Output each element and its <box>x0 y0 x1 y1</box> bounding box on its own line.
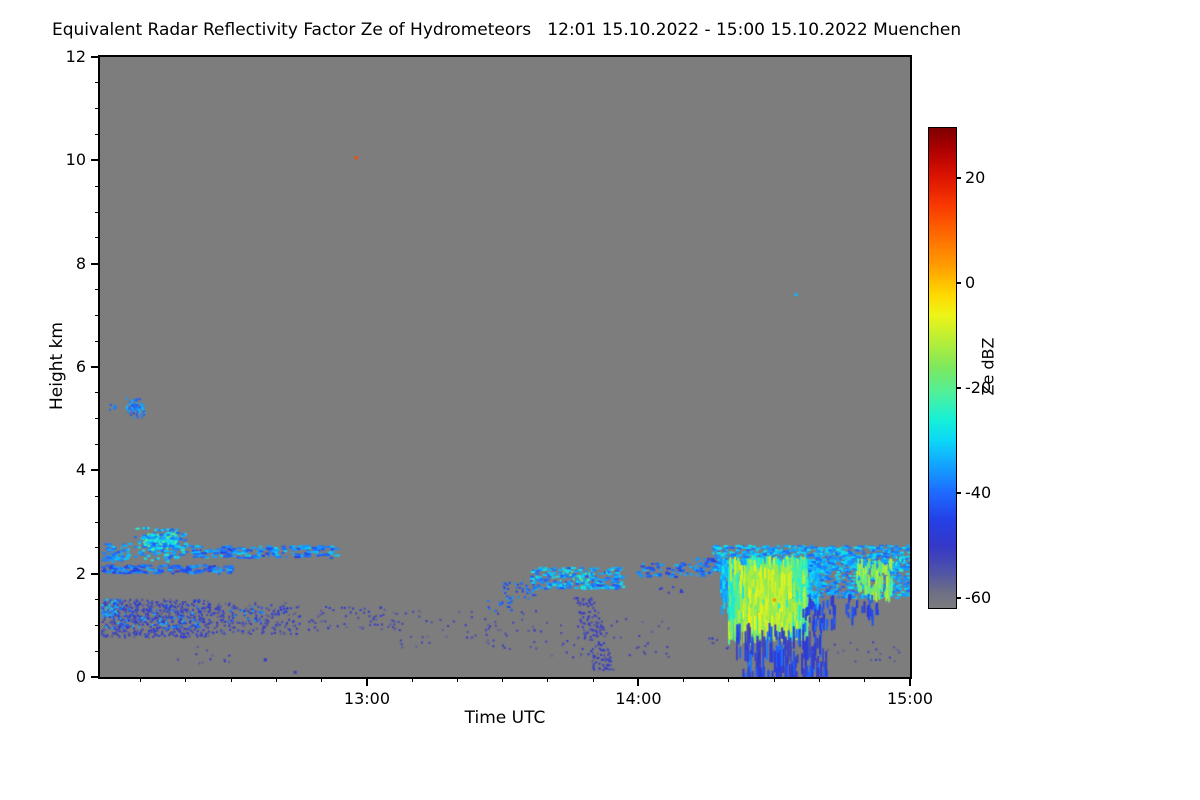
plot-area <box>98 55 912 679</box>
x-tick-label: 13:00 <box>343 689 391 708</box>
y-axis-label: Height km <box>47 322 67 411</box>
x-tick-label: 15:00 <box>886 689 934 708</box>
colorbar-label: Ze dBZ <box>978 337 998 396</box>
y-tick-label: 8 <box>75 253 86 273</box>
heatmap-canvas <box>100 57 910 677</box>
x-axis-label: Time UTC <box>464 708 546 728</box>
y-tick-label: 2 <box>75 563 86 583</box>
x-tick-label: 14:00 <box>615 689 662 708</box>
colorbar <box>928 127 957 609</box>
colorbar-tick-label: -60 <box>965 587 992 607</box>
y-tick-label: 12 <box>65 47 86 66</box>
colorbar-tick-label: 0 <box>965 272 976 292</box>
colorbar-tick-label: 20 <box>965 167 986 187</box>
y-tick-label: 0 <box>75 667 86 686</box>
colorbar-canvas <box>929 128 956 608</box>
y-tick-label: 4 <box>75 460 86 480</box>
chart-title: Equivalent Radar Reflectivity Factor Ze … <box>52 20 962 40</box>
colorbar-tick-label: -40 <box>965 482 992 502</box>
y-tick-label: 10 <box>65 150 86 170</box>
